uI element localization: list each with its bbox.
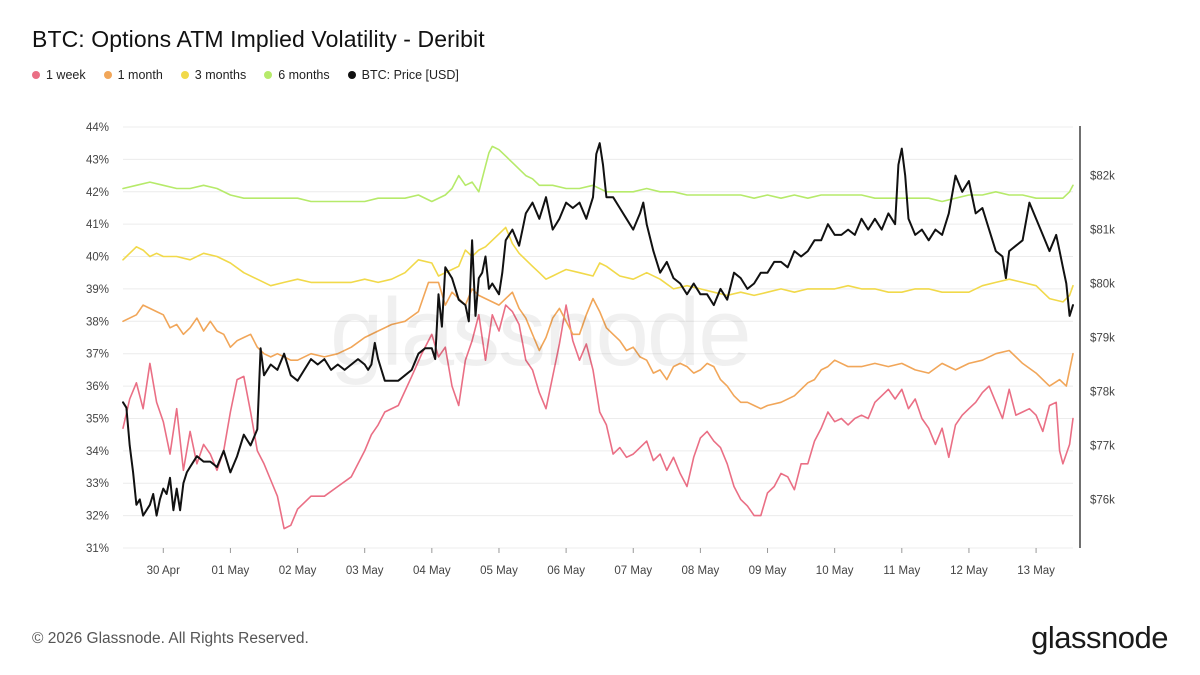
legend-item[interactable]: BTC: Price [USD] bbox=[347, 68, 459, 82]
y-left-tick-label: 44% bbox=[86, 122, 109, 134]
y-right-tick-label: $79k bbox=[1090, 333, 1115, 345]
y-left-tick-label: 36% bbox=[86, 381, 109, 393]
y-left-tick-label: 34% bbox=[86, 446, 109, 458]
series-line-1-month bbox=[122, 281, 1074, 410]
legend-dot-icon bbox=[32, 71, 40, 79]
y-right-tick-label: $80k bbox=[1090, 279, 1115, 291]
x-tick-label: 01 May bbox=[212, 565, 250, 577]
y-left-tick-label: 31% bbox=[86, 543, 109, 555]
x-tick-label: 13 May bbox=[1017, 565, 1055, 577]
y-left-tick-label: 32% bbox=[86, 511, 109, 523]
y-left-tick-label: 33% bbox=[86, 478, 109, 490]
x-tick-label: 08 May bbox=[682, 565, 720, 577]
y-left-tick-label: 40% bbox=[86, 252, 109, 264]
x-tick-label: 02 May bbox=[279, 565, 317, 577]
legend-dot-icon bbox=[264, 71, 273, 79]
legend-dot-icon bbox=[103, 71, 112, 79]
legend-dot-icon bbox=[347, 71, 356, 79]
chart-title: BTC: Options ATM Implied Volatility - De… bbox=[32, 26, 485, 52]
x-tick-label: 11 May bbox=[883, 565, 920, 577]
legend-item[interactable]: 1 month bbox=[103, 68, 163, 82]
x-tick-label: 03 May bbox=[346, 565, 384, 577]
x-tick-label: 05 May bbox=[480, 565, 518, 577]
x-tick-label: 30 Apr bbox=[147, 565, 180, 577]
legend-label: 1 month bbox=[117, 68, 163, 82]
y-right-tick-label: $81k bbox=[1090, 225, 1115, 237]
series-line-6-months bbox=[122, 145, 1074, 203]
legend-label: 1 week bbox=[46, 68, 86, 82]
x-tick-label: 10 May bbox=[816, 565, 854, 577]
legend-item[interactable]: 6 months bbox=[264, 68, 330, 82]
series-line-btc-price-usd bbox=[122, 142, 1074, 517]
y-left-tick-label: 41% bbox=[86, 219, 109, 231]
brand-logo: glassnode bbox=[1031, 620, 1168, 655]
series-line-1-week bbox=[122, 304, 1074, 530]
x-tick-label: 07 May bbox=[614, 565, 652, 577]
y-right-tick-label: $77k bbox=[1090, 440, 1115, 452]
legend-dot-icon bbox=[180, 71, 189, 79]
x-tick-label: 12 May bbox=[950, 565, 988, 577]
y-right-tick-label: $78k bbox=[1090, 386, 1115, 398]
legend-item[interactable]: 1 week bbox=[32, 68, 86, 82]
chart-legend: 1 week 1 month 3 months 6 months BTC: Price … bbox=[32, 68, 459, 82]
series-line-3-months bbox=[122, 226, 1074, 303]
legend-label: BTC: Price [USD] bbox=[361, 68, 459, 82]
y-left-tick-label: 35% bbox=[86, 413, 109, 425]
x-tick-label: 04 May bbox=[413, 565, 451, 577]
y-left-tick-label: 42% bbox=[86, 187, 109, 199]
legend-label: 3 months bbox=[194, 68, 247, 82]
copyright-text: © 2026 Glassnode. All Rights Reserved. bbox=[32, 630, 309, 647]
x-tick-label: 09 May bbox=[749, 565, 787, 577]
legend-label: 6 months bbox=[278, 68, 330, 82]
legend-item[interactable]: 3 months bbox=[180, 68, 247, 82]
y-left-tick-label: 43% bbox=[86, 154, 109, 166]
y-left-tick-label: 38% bbox=[86, 316, 109, 328]
y-left-tick-label: 39% bbox=[86, 284, 109, 296]
y-left-tick-label: 37% bbox=[86, 349, 109, 361]
y-right-tick-label: $76k bbox=[1090, 494, 1115, 506]
y-right-tick-label: $82k bbox=[1090, 171, 1115, 183]
x-tick-label: 06 May bbox=[547, 565, 585, 577]
